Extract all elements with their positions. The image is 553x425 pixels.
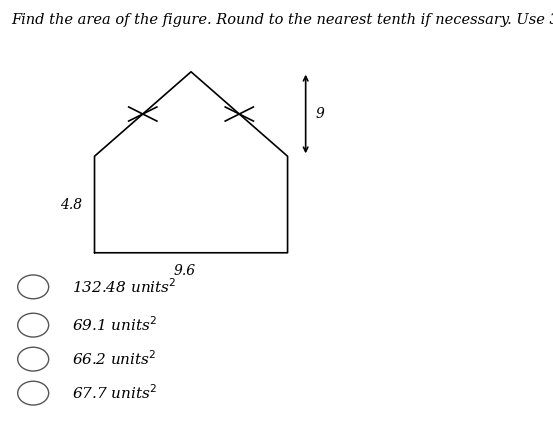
Text: 66.2 units$^2$: 66.2 units$^2$ xyxy=(72,350,156,368)
Text: 132.48 units$^2$: 132.48 units$^2$ xyxy=(72,278,176,296)
Text: 4.8: 4.8 xyxy=(60,198,82,212)
Text: 9.6: 9.6 xyxy=(174,264,196,278)
Text: Find the area of the figure. Round to the nearest tenth if necessary. Use 3.14 f: Find the area of the figure. Round to th… xyxy=(11,13,553,27)
Text: 69.1 units$^2$: 69.1 units$^2$ xyxy=(72,316,157,334)
Text: 67.7 units$^2$: 67.7 units$^2$ xyxy=(72,384,157,402)
Text: 9: 9 xyxy=(316,107,325,121)
